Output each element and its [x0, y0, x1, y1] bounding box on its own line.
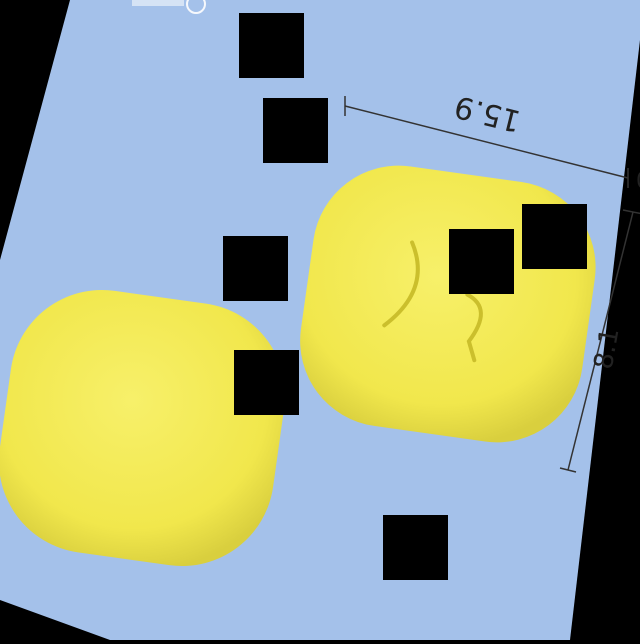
pill-right [300, 165, 596, 443]
redaction-mask [449, 229, 514, 294]
redaction-mask [223, 236, 288, 301]
redaction-mask [234, 350, 299, 415]
watermark-logo [132, 0, 206, 14]
redaction-mask [522, 204, 587, 269]
pill-left [0, 289, 286, 567]
redaction-mask [383, 515, 448, 580]
length-dimension [344, 96, 629, 188]
imprint-deboss [382, 240, 420, 328]
redaction-mask [239, 13, 304, 78]
width-label: 8.1 [589, 326, 626, 372]
redaction-mask [263, 98, 328, 163]
length-unit-marker: 0 [636, 169, 640, 194]
